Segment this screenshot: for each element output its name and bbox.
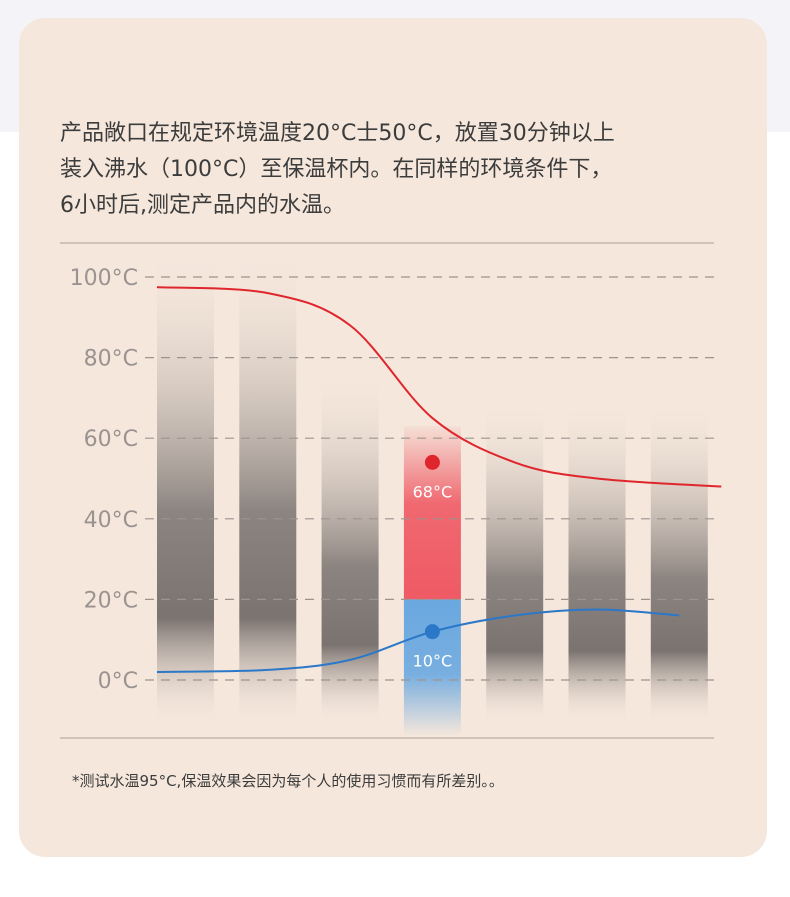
description-text: 产品敞口在规定环境温度20°C士50°C，放置30分钟以上 装入沸水（100°C…	[60, 116, 740, 224]
content-card	[19, 18, 767, 857]
y-tick-label: 20°C	[84, 588, 138, 613]
highlight-bar-cold	[403, 599, 461, 736]
bar-1	[157, 257, 214, 720]
series-marker-1	[424, 454, 440, 470]
bar-3	[321, 377, 379, 720]
bar-6	[568, 406, 626, 720]
series-marker-2	[424, 624, 440, 640]
bar-2	[239, 257, 297, 720]
series-data-label-1: 68°C	[413, 482, 453, 501]
description-line-2: 装入沸水（100°C）至保温杯内。在同样的环境条件下，	[60, 157, 613, 182]
series-data-label-2: 10°C	[413, 652, 453, 671]
bar-5	[486, 406, 544, 720]
y-tick-label: 60°C	[84, 427, 138, 452]
y-tick-label: 80°C	[84, 347, 138, 372]
y-tick-label: 0°C	[98, 669, 138, 694]
y-tick-label: 100°C	[70, 266, 138, 291]
series-line-1	[156, 286, 722, 488]
footnote: *测试水温95°C,保温效果会因为每个人的使用习惯而有所差别。。	[72, 772, 504, 790]
y-tick-label: 40°C	[84, 508, 138, 533]
bar-7	[650, 406, 708, 720]
bottom-divider	[60, 737, 714, 739]
top-divider	[60, 242, 714, 244]
description-line-3: 6小时后,测定产品内的水温。	[60, 193, 345, 218]
highlight-bar-hot	[403, 426, 461, 600]
description-line-1: 产品敞口在规定环境温度20°C士50°C，放置30分钟以上	[60, 121, 615, 146]
